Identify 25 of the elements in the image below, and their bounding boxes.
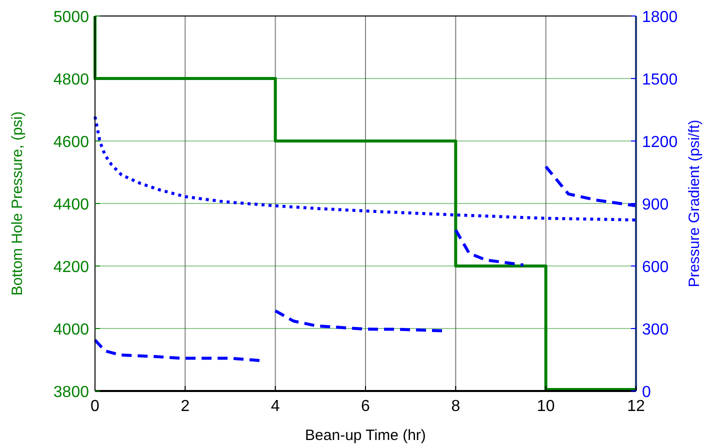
- x-axis-title: Bean-up Time (hr): [305, 427, 426, 444]
- line-series: [94, 115, 638, 222]
- x-tick-label: 6: [361, 398, 370, 415]
- x-tick-label: 8: [451, 398, 460, 415]
- x-tick-label: 12: [627, 398, 645, 415]
- x-tick-label: 10: [536, 398, 555, 415]
- y-tick-label: 4000: [53, 322, 90, 338]
- y-tick-label: 4600: [53, 134, 90, 151]
- y-tick-label: 3800: [53, 384, 90, 401]
- y-axis-title: Bottom Hole Pressure, (psi): [9, 111, 26, 296]
- y2-tick-label: 900: [642, 196, 669, 214]
- x-tick-label: 4: [270, 398, 280, 415]
- y-tick-label: 5000: [53, 9, 90, 26]
- y2-tick-label: 1500: [642, 72, 678, 88]
- x-tick-label: 2: [180, 398, 190, 415]
- y2-tick-label: 1800: [642, 9, 678, 26]
- y-tick-label: 4800: [53, 72, 90, 88]
- y2-tick-label: 300: [642, 322, 669, 338]
- y2-axis-title: Pressure Gradient (psi/ft): [686, 120, 703, 288]
- y-tick-label: 4200: [53, 259, 90, 276]
- y-tick-label: 4400: [53, 196, 90, 214]
- y2-tick-label: 600: [642, 259, 669, 276]
- y2-tick-label: 0: [642, 384, 651, 401]
- x-tick-label: 0: [90, 398, 100, 415]
- y2-tick-label: 1200: [642, 134, 678, 151]
